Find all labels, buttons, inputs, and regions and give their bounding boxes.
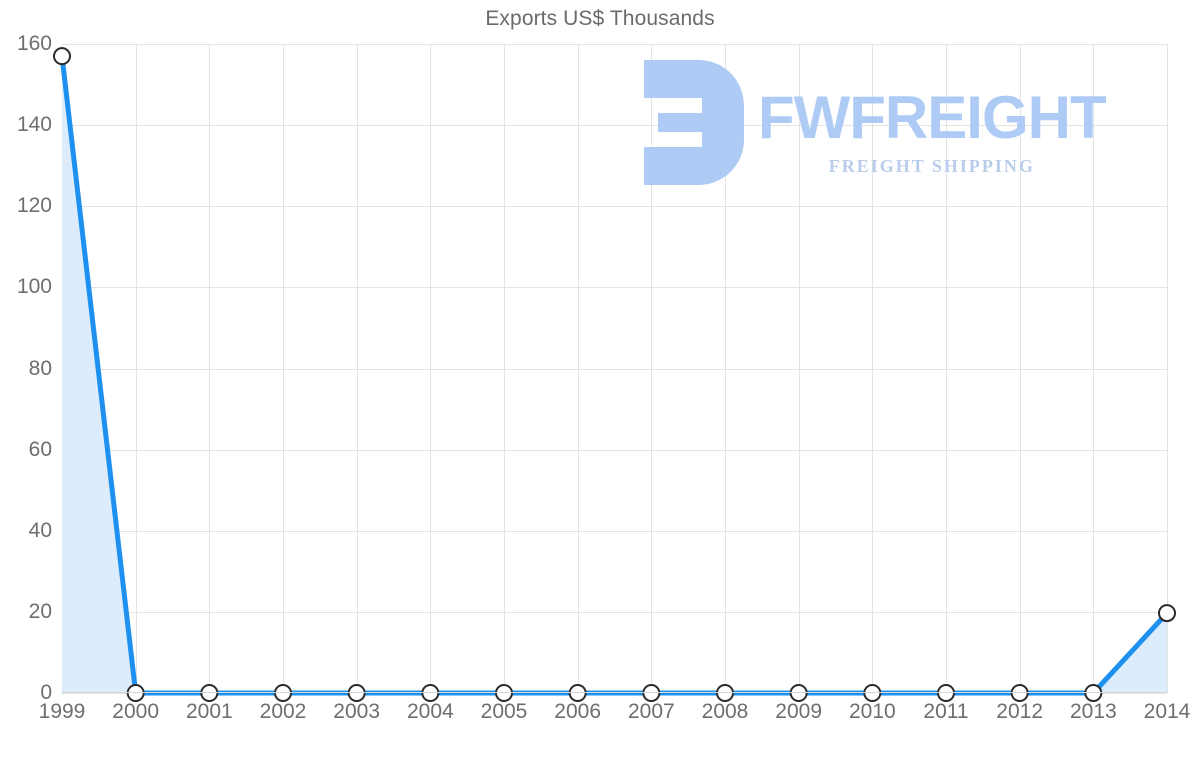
y-axis-tick-label: 160 bbox=[16, 32, 52, 55]
y-axis-tick-label: 20 bbox=[28, 599, 52, 623]
x-axis-tick-label: 2005 bbox=[480, 700, 528, 723]
y-axis-tick-label: 100 bbox=[16, 275, 52, 299]
data-point-marker[interactable] bbox=[201, 685, 217, 701]
gridline-horizontal bbox=[62, 611, 1167, 613]
plot-area: FWFREIGHT FREIGHT SHIPPING bbox=[62, 44, 1167, 693]
x-axis-tick-label: 2011 bbox=[923, 700, 969, 723]
data-point-marker[interactable] bbox=[496, 685, 512, 701]
data-point-marker[interactable] bbox=[864, 685, 880, 701]
chart-title: Exports US$ Thousands bbox=[485, 7, 715, 30]
data-point-marker[interactable] bbox=[570, 685, 586, 701]
data-point-marker[interactable] bbox=[1012, 685, 1028, 701]
x-axis-tick-label: 2000 bbox=[112, 700, 160, 723]
gridline-vertical bbox=[136, 44, 137, 693]
gridline-vertical bbox=[209, 44, 210, 693]
gridline-vertical bbox=[504, 44, 505, 693]
data-point-marker[interactable] bbox=[422, 685, 438, 701]
data-point-marker[interactable] bbox=[938, 685, 954, 701]
gridline-vertical bbox=[651, 44, 652, 693]
x-axis-tick-label: 2001 bbox=[185, 700, 233, 723]
gridline-vertical bbox=[725, 44, 726, 693]
gridline-horizontal bbox=[62, 449, 1167, 451]
x-axis-tick-label: 2003 bbox=[333, 700, 381, 723]
y-axis-tick-label: 140 bbox=[16, 113, 52, 137]
y-axis-labels: 0 20 40 60 80 100 120 140 160 bbox=[0, 32, 1200, 704]
data-point-marker[interactable] bbox=[643, 685, 659, 701]
x-axis-tick-label: 2008 bbox=[701, 700, 749, 723]
x-axis-tick-label: 2007 bbox=[627, 700, 675, 723]
data-point-marker[interactable] bbox=[791, 685, 807, 701]
gridline-vertical bbox=[946, 44, 947, 693]
data-point-markers bbox=[62, 44, 1167, 693]
gridline-horizontal bbox=[62, 287, 1167, 289]
gridline-vertical bbox=[357, 44, 358, 693]
x-axis-tick-label: 2014 bbox=[1143, 700, 1191, 723]
x-axis-line bbox=[62, 692, 1167, 693]
gridline-vertical bbox=[799, 44, 800, 693]
gridline-vertical bbox=[872, 44, 873, 693]
y-axis-tick-label: 0 bbox=[40, 681, 52, 704]
gridline-vertical bbox=[578, 44, 579, 693]
series-line bbox=[62, 56, 1167, 693]
y-axis-tick-label: 60 bbox=[28, 437, 52, 461]
data-point-marker[interactable] bbox=[54, 48, 70, 64]
x-axis-tick-label: 2002 bbox=[259, 700, 307, 723]
data-point-marker[interactable] bbox=[349, 685, 365, 701]
gridline-horizontal bbox=[62, 44, 1167, 45]
gridline-vertical bbox=[1020, 44, 1021, 693]
gridline-vertical bbox=[283, 44, 284, 693]
y-axis-tick-label: 120 bbox=[16, 194, 52, 218]
x-axis-tick-label: 2012 bbox=[996, 700, 1044, 723]
data-point-marker[interactable] bbox=[1085, 685, 1101, 701]
series-exports bbox=[62, 44, 1167, 693]
data-point-marker[interactable] bbox=[717, 685, 733, 701]
x-axis-tick-label: 2013 bbox=[1069, 700, 1117, 723]
x-axis-tick-label: 1999 bbox=[38, 700, 86, 723]
gridline-horizontal bbox=[62, 125, 1167, 127]
y-axis-tick-label: 40 bbox=[28, 518, 52, 542]
x-axis-labels: 1999 2000 2001 2002 2003 2004 2005 2006 2007 2008… bbox=[39, 700, 1191, 740]
gridline-horizontal bbox=[62, 530, 1167, 532]
data-point-marker[interactable] bbox=[128, 685, 144, 701]
x-axis-tick-label: 2004 bbox=[406, 700, 454, 723]
y-axis-tick-label: 80 bbox=[28, 356, 52, 380]
gridline-vertical bbox=[1093, 44, 1094, 693]
x-axis-tick-label: 2010 bbox=[848, 700, 896, 723]
gridline-vertical bbox=[430, 44, 431, 693]
gridline-horizontal bbox=[62, 368, 1167, 370]
gridline-vertical bbox=[1167, 44, 1168, 693]
data-point-marker[interactable] bbox=[275, 685, 291, 701]
x-axis-tick-label: 2006 bbox=[554, 700, 602, 723]
gridline-horizontal bbox=[62, 206, 1167, 208]
data-point-marker[interactable] bbox=[1159, 605, 1175, 621]
x-axis-tick-label: 2009 bbox=[775, 700, 823, 723]
